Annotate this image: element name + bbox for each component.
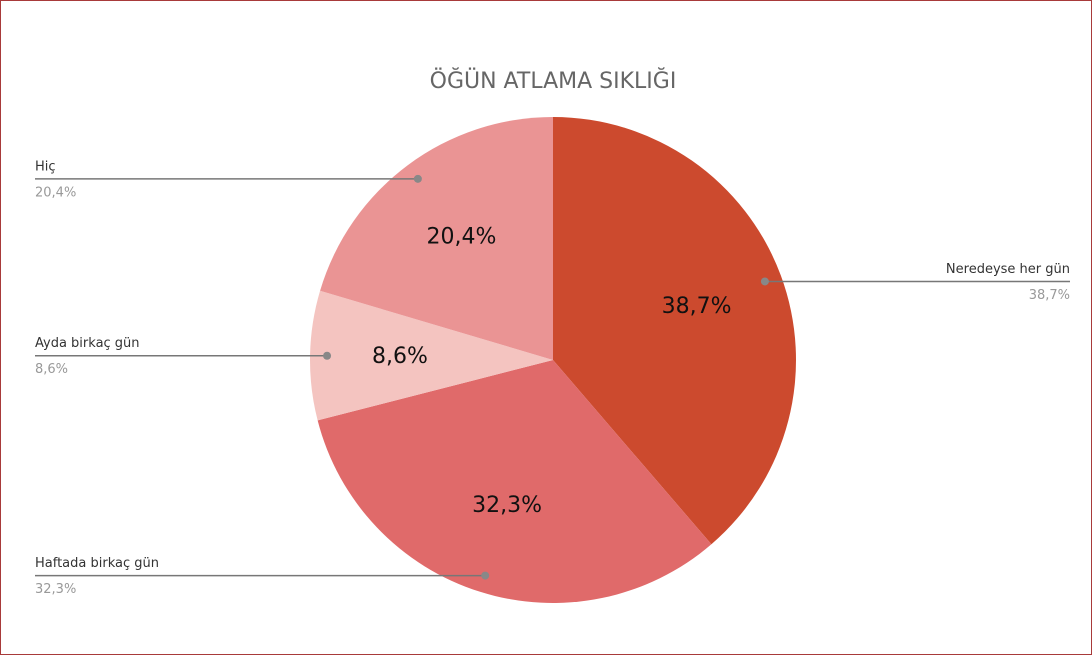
slice-label: 32,3% xyxy=(472,493,542,518)
pie-slice xyxy=(320,117,553,360)
legend-value: 20,4% xyxy=(35,185,76,200)
legend-value: 38,7% xyxy=(1029,288,1070,303)
legend-label: Ayda birkaç gün xyxy=(35,336,140,351)
slice-label: 38,7% xyxy=(662,294,732,319)
leader-dot xyxy=(413,174,422,183)
slice-label: 20,4% xyxy=(427,224,497,249)
chart-title: ÖĞÜN ATLAMA SIKLIĞI xyxy=(430,68,677,94)
legend-label: Neredeyse her gün xyxy=(946,262,1070,277)
pie-slice xyxy=(309,290,553,421)
legend-value: 8,6% xyxy=(35,362,68,377)
legend-value: 32,3% xyxy=(35,582,76,597)
leader-dot xyxy=(760,277,769,286)
leader-dot xyxy=(323,351,332,360)
leader-dot xyxy=(481,571,490,580)
pie-slice xyxy=(553,117,796,545)
slice-label: 8,6% xyxy=(372,344,428,369)
legend-label: Haftada birkaç gün xyxy=(35,556,159,571)
pie-slice xyxy=(317,360,712,603)
legend-label: Hiç xyxy=(35,159,56,174)
